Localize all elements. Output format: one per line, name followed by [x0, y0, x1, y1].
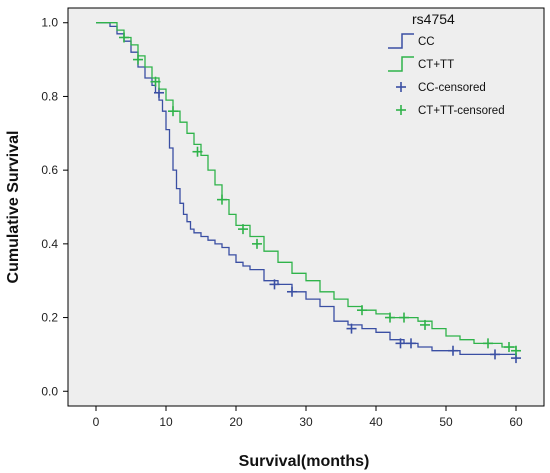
censor-mark-cc: [287, 286, 297, 297]
legend-swatch-ct-tt: [388, 56, 414, 72]
legend-swatch-ct-tt-censored: [396, 105, 406, 115]
censor-mark-ct-tt: [504, 342, 514, 353]
censor-mark-cc: [395, 338, 406, 349]
censor-mark-ct-tt: [511, 345, 521, 356]
censor-mark-ct-tt: [192, 146, 203, 157]
legend-entry-ct-tt-censored: CT+TT-censored: [396, 105, 505, 117]
x-tick-label: 40: [369, 415, 383, 429]
x-tick-label: 20: [229, 415, 243, 429]
censor-mark-ct-tt: [420, 319, 430, 330]
legend-label: CC: [418, 36, 435, 48]
y-tick-label: 0.0: [41, 384, 58, 398]
x-axis-label: Survival(months): [239, 453, 370, 470]
series-line-cc: [96, 22, 517, 359]
censor-mark-cc: [346, 323, 357, 334]
legend-label: CT+TT-censored: [418, 105, 505, 117]
y-tick-label: 0.2: [41, 311, 58, 325]
censor-mark-ct-tt: [385, 312, 395, 323]
y-tick-label: 0.4: [41, 237, 58, 251]
series-layer: [96, 22, 521, 364]
legend-entry-cc-censored: CC-censored: [396, 82, 486, 94]
x-tick-label: 60: [509, 415, 523, 429]
legend-entry-cc: CC: [388, 33, 435, 49]
y-tick-label: 0.6: [41, 163, 58, 177]
y-tick-label: 1.0: [41, 16, 58, 30]
axes: 0 10 20 30 40 50 60 0.0 0.2 0.4 0.6 0.8 1.0: [41, 16, 523, 429]
legend-title: rs4754: [412, 11, 455, 27]
legend-label: CC-censored: [418, 82, 486, 94]
censor-mark-ct-tt: [168, 106, 178, 117]
legend-label: CT+TT: [418, 59, 454, 71]
censor-mark-cc: [448, 345, 458, 356]
censor-mark-cc: [490, 349, 500, 360]
censor-mark-ct-tt: [119, 32, 129, 43]
legend-swatch-cc: [388, 33, 414, 49]
censor-mark-ct-tt: [483, 338, 493, 349]
censor-mark-ct-tt: [133, 54, 143, 65]
censor-mark-ct-tt: [252, 238, 262, 249]
plot-area: [67, 7, 545, 407]
x-tick-label: 10: [159, 415, 173, 429]
x-tick-label: 0: [93, 415, 100, 429]
censor-mark-ct-tt: [238, 224, 248, 235]
x-tick-label: 50: [439, 415, 453, 429]
censor-mark-cc: [269, 279, 280, 290]
censor-mark-ct-tt: [357, 305, 367, 316]
censor-mark-ct-tt: [150, 76, 161, 87]
censor-mark-cc: [406, 338, 416, 349]
legend-swatch-cc-censored: [396, 82, 406, 92]
legend-entry-ct-tt: CT+TT: [388, 56, 454, 72]
y-tick-label: 0.8: [41, 89, 58, 103]
legend: rs4754 CC CT+TT CC-censored CT+TT-censored: [388, 11, 505, 117]
censor-mark-ct-tt: [399, 312, 409, 323]
y-axis-label: Cumulative Survival: [5, 131, 22, 284]
censor-mark-ct-tt: [217, 194, 227, 205]
x-tick-label: 30: [299, 415, 313, 429]
